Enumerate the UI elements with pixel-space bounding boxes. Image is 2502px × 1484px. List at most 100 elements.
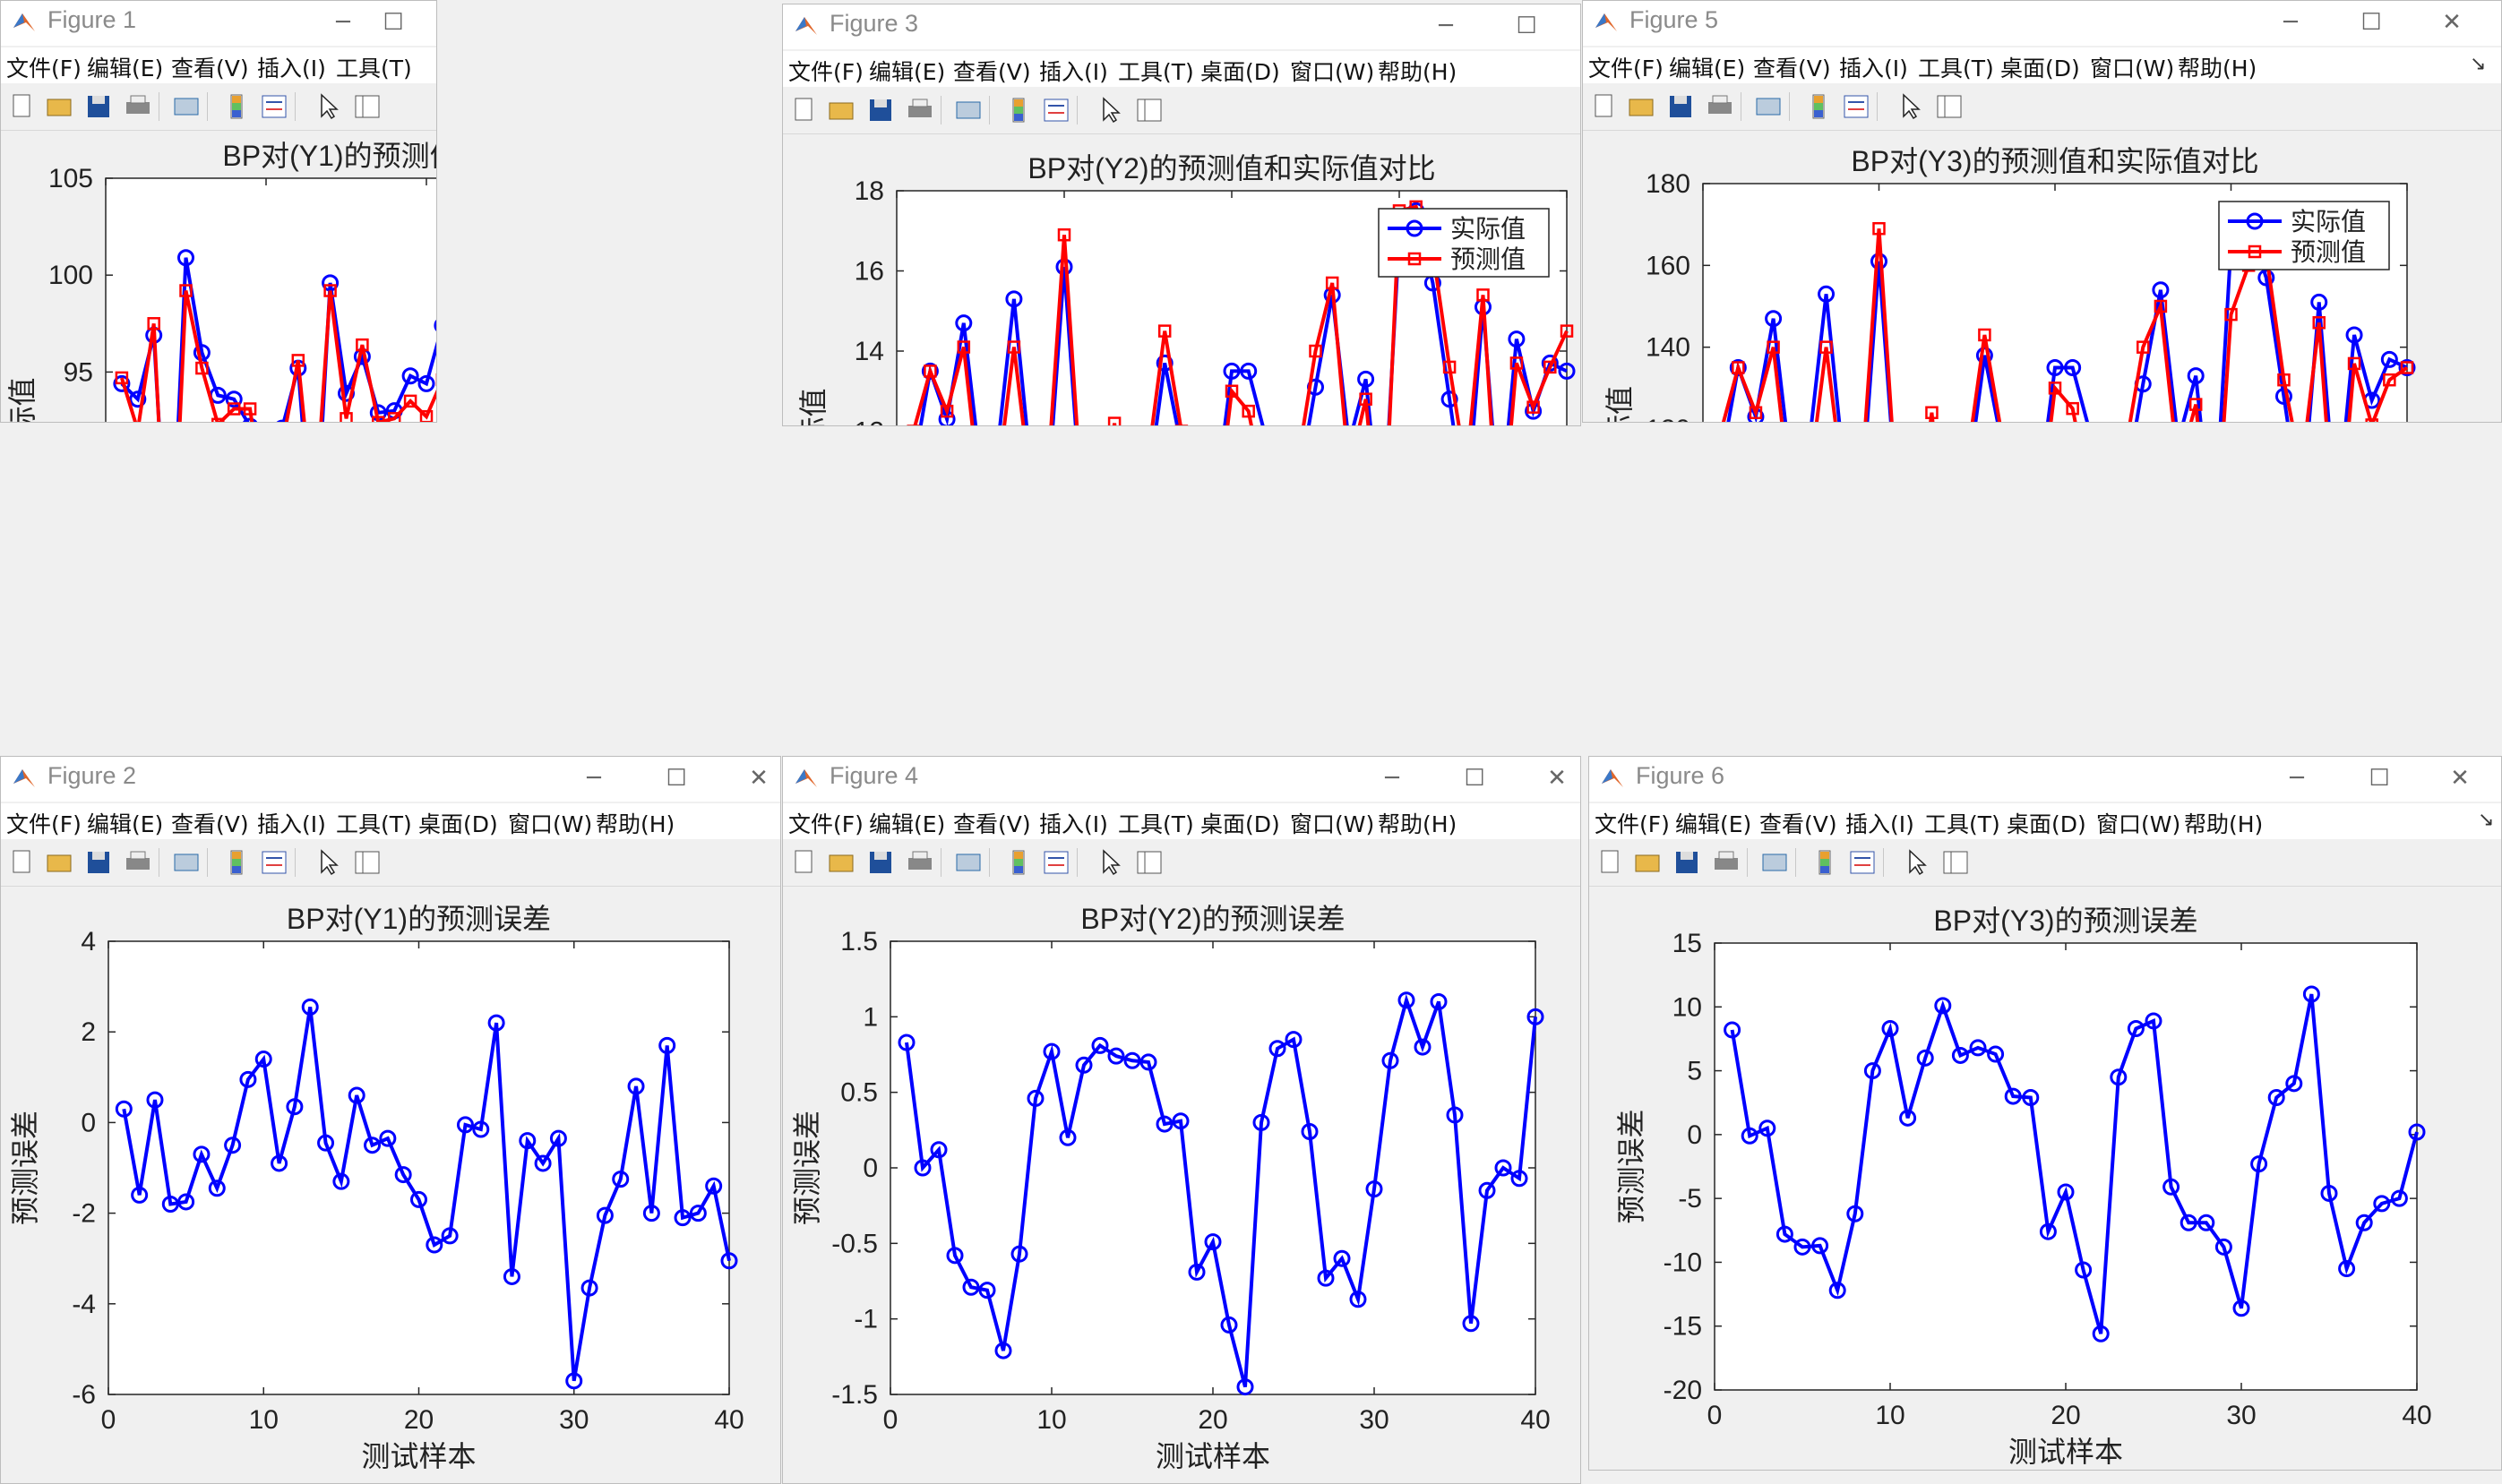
- colorbar-icon[interactable]: [1810, 847, 1840, 878]
- title-bar[interactable]: Figure 1 ─ ☐: [1, 1, 436, 46]
- menu-item[interactable]: 编辑(E): [87, 811, 164, 837]
- menu-item[interactable]: 桌面(D): [418, 811, 498, 837]
- menu-item[interactable]: 工具(T): [1924, 811, 2000, 837]
- print-icon[interactable]: [123, 847, 153, 878]
- menu-item[interactable]: 窗口(W): [1290, 811, 1375, 837]
- menu-item[interactable]: 窗口(W): [1290, 59, 1375, 85]
- undock-arrow-icon[interactable]: ↘: [2470, 53, 2487, 75]
- menu-item[interactable]: 工具(T): [1118, 59, 1194, 85]
- print-preview-icon[interactable]: [171, 91, 202, 122]
- maximize-button[interactable]: ☐: [1516, 13, 1537, 39]
- save-icon[interactable]: [83, 847, 114, 878]
- print-preview-icon[interactable]: [953, 95, 984, 125]
- colorbar-icon[interactable]: [1003, 95, 1034, 125]
- print-icon[interactable]: [1711, 847, 1741, 878]
- menu-item[interactable]: 插入(I): [1039, 59, 1108, 85]
- menu-edit[interactable]: 编辑(E): [87, 56, 164, 81]
- colorbar-icon[interactable]: [1803, 91, 1834, 122]
- pointer-icon[interactable]: [1095, 847, 1125, 878]
- menu-item[interactable]: 插入(I): [1845, 811, 1914, 837]
- maximize-button[interactable]: ☐: [2369, 765, 2390, 792]
- minimize-button[interactable]: ─: [587, 765, 601, 792]
- menu-item[interactable]: 帮助(H): [2184, 811, 2264, 837]
- print-icon[interactable]: [905, 95, 935, 125]
- open-folder-icon[interactable]: [1626, 91, 1656, 122]
- legend-icon[interactable]: [259, 847, 289, 878]
- pointer-icon[interactable]: [313, 847, 343, 878]
- figure-window-1[interactable]: Figure 1 ─ ☐ 文件(F) 编辑(E) 查看(V) 插入(I) 工具(…: [0, 0, 437, 423]
- title-bar[interactable]: Figure 5 ─ ☐ ✕: [1583, 1, 2501, 46]
- title-bar[interactable]: Figure 2 ─ ☐ ✕: [1, 757, 780, 802]
- print-icon[interactable]: [905, 847, 935, 878]
- new-file-icon[interactable]: [6, 91, 37, 122]
- print-icon[interactable]: [1705, 91, 1735, 122]
- menu-item[interactable]: 文件(F): [788, 59, 864, 85]
- new-file-icon[interactable]: [6, 847, 37, 878]
- menu-view[interactable]: 查看(V): [171, 56, 249, 81]
- print-preview-icon[interactable]: [1759, 847, 1790, 878]
- property-editor-icon[interactable]: [1940, 847, 1971, 878]
- print-preview-icon[interactable]: [953, 847, 984, 878]
- menu-item[interactable]: 窗口(W): [508, 811, 593, 837]
- menu-item[interactable]: 工具(T): [1118, 811, 1194, 837]
- menu-item[interactable]: 桌面(D): [1200, 59, 1280, 85]
- legend-icon[interactable]: [1841, 91, 1871, 122]
- new-file-icon[interactable]: [1595, 847, 1625, 878]
- close-button[interactable]: ✕: [1547, 765, 1567, 792]
- property-editor-icon[interactable]: [1134, 95, 1165, 125]
- close-button[interactable]: ✕: [2450, 765, 2470, 792]
- minimize-button[interactable]: ─: [2290, 765, 2304, 792]
- menu-item[interactable]: 窗口(W): [2096, 811, 2181, 837]
- menu-item[interactable]: 窗口(W): [2090, 56, 2175, 81]
- menu-item[interactable]: 桌面(D): [2000, 56, 2080, 81]
- colorbar-icon[interactable]: [221, 847, 252, 878]
- menu-item[interactable]: 文件(F): [1595, 811, 1670, 837]
- pointer-icon[interactable]: [313, 91, 343, 122]
- maximize-button[interactable]: ☐: [383, 9, 404, 36]
- minimize-button[interactable]: ─: [336, 9, 350, 36]
- legend-icon[interactable]: [1041, 95, 1071, 125]
- save-icon[interactable]: [83, 91, 114, 122]
- property-editor-icon[interactable]: [1934, 91, 1965, 122]
- pointer-icon[interactable]: [1901, 847, 1931, 878]
- title-bar[interactable]: Figure 4 ─ ☐ ✕: [783, 757, 1580, 802]
- figure-window-6[interactable]: Figure 6 ─ ☐ ✕ 文件(F) 编辑(E) 查看(V) 插入(I) 工具(T)…: [1588, 756, 2502, 1471]
- print-icon[interactable]: [123, 91, 153, 122]
- property-editor-icon[interactable]: [352, 91, 383, 122]
- menu-item[interactable]: 查看(V): [1753, 56, 1831, 81]
- save-icon[interactable]: [865, 847, 896, 878]
- menu-tools[interactable]: 工具(T): [336, 56, 412, 81]
- save-icon[interactable]: [1665, 91, 1696, 122]
- menu-item[interactable]: 插入(I): [1039, 811, 1108, 837]
- figure-window-4[interactable]: Figure 4 ─ ☐ ✕ 文件(F) 编辑(E) 查看(V) 插入(I) 工具(T)…: [782, 756, 1581, 1484]
- menu-item[interactable]: 帮助(H): [1378, 59, 1457, 85]
- pointer-icon[interactable]: [1895, 91, 1925, 122]
- menu-item[interactable]: 编辑(E): [1675, 811, 1752, 837]
- open-folder-icon[interactable]: [44, 91, 74, 122]
- figure-window-2[interactable]: Figure 2 ─ ☐ ✕ 文件(F) 编辑(E) 查看(V) 插入(I) 工具(T)…: [0, 756, 781, 1484]
- figure-window-5[interactable]: Figure 5 ─ ☐ ✕ 文件(F) 编辑(E) 查看(V) 插入(I) 工具(T)…: [1582, 0, 2502, 423]
- new-file-icon[interactable]: [788, 95, 819, 125]
- menu-item[interactable]: 查看(V): [1759, 811, 1837, 837]
- close-button[interactable]: ✕: [2442, 9, 2462, 36]
- print-preview-icon[interactable]: [171, 847, 202, 878]
- menu-insert[interactable]: 插入(I): [257, 56, 326, 81]
- menu-item[interactable]: 文件(F): [6, 811, 82, 837]
- title-bar[interactable]: Figure 3 ─ ☐: [783, 4, 1580, 49]
- menu-item[interactable]: 查看(V): [171, 811, 249, 837]
- minimize-button[interactable]: ─: [1385, 765, 1399, 792]
- property-editor-icon[interactable]: [1134, 847, 1165, 878]
- colorbar-icon[interactable]: [221, 91, 252, 122]
- menu-item[interactable]: 编辑(E): [869, 59, 946, 85]
- menu-file[interactable]: 文件(F): [6, 56, 82, 81]
- legend-icon[interactable]: [1847, 847, 1878, 878]
- menu-item[interactable]: 插入(I): [257, 811, 326, 837]
- menu-item[interactable]: 桌面(D): [2007, 811, 2086, 837]
- figure-window-3[interactable]: Figure 3 ─ ☐ 文件(F) 编辑(E) 查看(V) 插入(I) 工具(T) 桌面…: [782, 4, 1581, 426]
- menu-item[interactable]: 帮助(H): [2178, 56, 2257, 81]
- menu-item[interactable]: 帮助(H): [1378, 811, 1457, 837]
- menu-item[interactable]: 编辑(E): [869, 811, 946, 837]
- save-icon[interactable]: [865, 95, 896, 125]
